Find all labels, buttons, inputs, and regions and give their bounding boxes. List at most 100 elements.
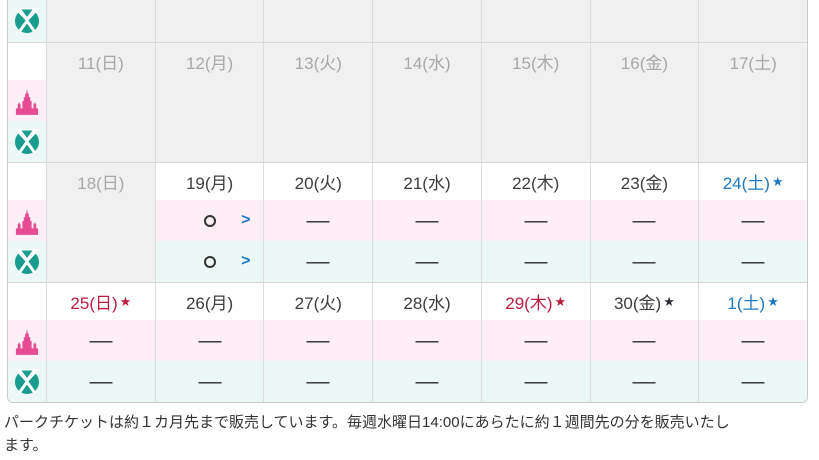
star-icon: ★ [663,294,675,309]
date-label: 27(火) [294,294,342,313]
date-cell: 26(月) [154,283,264,320]
date-cell: 27(火) [263,283,373,320]
dash-icon: — [632,250,656,273]
date-label: 25(日) [70,294,118,313]
sales-note-line1: パークチケットは約１カ月先まで販売しています。毎週水曜日14:00にあらたに約１… [4,414,730,431]
date-label: 14(水) [403,54,451,73]
globe-icon [14,128,40,154]
dash-icon: — [89,370,113,393]
dash-icon: — [741,370,765,393]
date-cell: 14(水) [372,43,481,80]
disneysea-icon-cell [8,361,46,402]
globe-icon [14,368,40,394]
sold-out-cell: — [263,361,373,402]
date-label: 18(日) [77,174,125,193]
date-header-row: 25(日) ★ 26(月) 27(火) 28(水) 29(木) ★ 30(金) ★ 1(土) ★ [8,283,807,320]
date-cell: 16(金) [589,43,699,80]
disabled-cell [46,121,155,162]
date-cell: 24(土) ★ [698,163,807,200]
dash-icon: — [415,209,439,232]
sold-out-cell: — [372,320,481,361]
date-cell: 28(水) [372,283,481,320]
date-label: 22(木) [512,174,560,193]
disabled-cell [46,241,155,282]
dash-icon: — [306,250,330,273]
disabled-cell [698,0,807,42]
chevron-right-icon: > [241,211,251,229]
disabled-cell [480,80,590,121]
disabled-cell [372,80,481,121]
dash-icon: — [632,329,656,352]
dash-icon: — [306,209,330,232]
sold-out-cell: — [372,241,481,282]
dash-icon: — [415,329,439,352]
date-cell: 13(火) [263,43,373,80]
sold-out-cell: — [698,361,807,402]
sold-out-cell: — [480,200,590,241]
castle-icon [15,88,39,115]
sold-out-cell: — [480,320,590,361]
disabled-cell [372,0,481,42]
availability-link[interactable]: > [154,241,264,282]
date-cell: 30(金) ★ [589,283,699,320]
week-row: 11(日) 12(月) 13(火) 14(水) 15(木) 16(金) 17(土) [8,42,807,162]
disneysea-icon-cell [8,241,46,282]
dash-icon: — [415,250,439,273]
date-label: 29(木) [505,294,553,313]
disabled-cell [372,121,481,162]
dash-icon: — [89,329,113,352]
date-label: 20(火) [294,174,342,193]
date-label: 17(土) [729,54,777,73]
legend-spacer-cell [8,283,46,320]
availability-link[interactable]: > [154,200,264,241]
circle-available-icon [203,214,216,227]
land-availability-row: — — — — — — — [8,320,807,361]
disneyland-icon-cell [8,200,46,241]
date-cell: 12(月) [154,43,264,80]
disabled-cell [698,121,807,162]
sold-out-cell: — [372,200,481,241]
sold-out-cell: — [263,200,373,241]
date-cell: 17(土) [698,43,807,80]
dash-icon: — [306,370,330,393]
sold-out-cell: — [698,241,807,282]
sold-out-cell: — [589,361,699,402]
star-icon: ★ [119,294,132,309]
date-label: 13(火) [294,54,342,73]
land-availability-row [8,80,807,121]
date-label: 30(金) [613,294,662,313]
disabled-cell [46,80,155,121]
sea-availability-row: — — — — — — — [8,361,807,402]
sold-out-cell: — [698,320,807,361]
dash-icon: — [741,250,765,273]
disabled-cell [589,0,699,42]
disneyland-icon-cell [8,320,46,361]
date-cell: 21(水) [372,163,481,200]
date-cell: 11(日) [46,43,155,80]
sold-out-cell: — [589,241,699,282]
sold-out-cell: — [589,320,699,361]
ticket-availability-calendar: 11(日) 12(月) 13(火) 14(水) 15(木) 16(金) 17(土) 18(日)… [7,0,808,403]
dash-icon: — [741,329,765,352]
sea-availability-row [8,121,807,162]
disabled-cell [46,0,155,42]
date-label: 26(月) [185,294,234,313]
dash-icon: — [306,329,330,352]
sold-out-cell: — [263,241,373,282]
sold-out-cell: — [698,200,807,241]
sea-availability-row: > — — — — — [8,241,807,282]
week-row: 18(日) 19(月) 20(火) 21(水) 22(木) 23(金) 24(土) ★ > — — —… [8,162,807,282]
dash-icon: — [415,370,439,393]
disabled-cell [589,121,699,162]
dash-icon: — [524,209,548,232]
date-header-row: 11(日) 12(月) 13(火) 14(水) 15(木) 16(金) 17(土) [8,43,807,80]
sold-out-cell: — [480,241,590,282]
date-label: 11(日) [77,54,124,73]
castle-icon [15,328,39,355]
dash-icon: — [632,209,656,232]
legend-spacer-cell [8,43,46,80]
date-cell: 1(土) ★ [698,283,807,320]
star-icon: ★ [554,294,567,309]
date-label: 12(月) [185,54,234,73]
sold-out-cell: — [589,200,699,241]
